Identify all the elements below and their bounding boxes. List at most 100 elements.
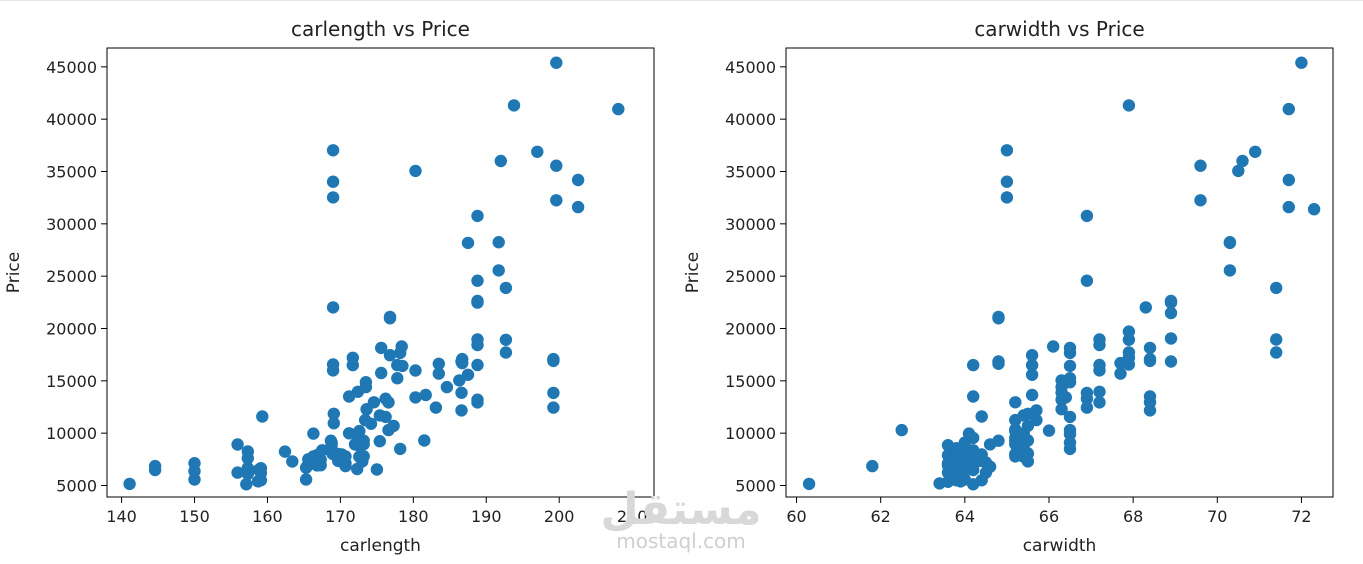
x-tick-label: 64 — [955, 507, 975, 526]
data-point — [1270, 333, 1283, 346]
data-point — [499, 333, 513, 346]
y-tick-label: 15000 — [46, 372, 97, 391]
data-point — [1025, 358, 1039, 372]
data-point — [1143, 354, 1157, 368]
y-tick-label: 45000 — [46, 58, 97, 77]
data-point — [461, 236, 475, 250]
chart-2: carwidth vs Price 60 62 64 66 68 70 72 5000 10000… — [683, 17, 1334, 556]
data-point — [1143, 341, 1157, 355]
data-point — [471, 396, 484, 409]
y-tick-label: 20000 — [46, 319, 97, 338]
x-tick-label: 72 — [1291, 507, 1311, 526]
data-point — [571, 200, 585, 214]
y-tick-label: 5000 — [56, 476, 97, 495]
data-point — [1021, 434, 1035, 447]
data-point — [1164, 355, 1178, 368]
data-point — [364, 417, 378, 430]
data-point — [1000, 191, 1014, 204]
data-point — [1270, 346, 1283, 359]
data-point — [1194, 159, 1207, 172]
data-point — [456, 356, 469, 370]
data-point — [1223, 264, 1237, 277]
x-tick-label: 150 — [179, 507, 210, 526]
data-point — [1270, 281, 1283, 295]
data-point — [471, 358, 484, 372]
data-point — [419, 388, 432, 402]
data-point — [409, 391, 422, 404]
data-point — [307, 427, 320, 440]
x-tick-label: 70 — [1207, 507, 1227, 526]
data-point — [326, 364, 340, 377]
data-point — [1164, 306, 1178, 320]
data-point — [1194, 194, 1207, 207]
data-point — [1025, 368, 1039, 381]
data-point — [241, 445, 254, 458]
data-point — [241, 461, 254, 475]
data-point — [547, 352, 560, 366]
data-point — [1249, 145, 1262, 158]
data-point — [1282, 102, 1296, 116]
data-point — [342, 427, 356, 440]
y-tick-label: 10000 — [725, 424, 776, 443]
data-point — [571, 173, 585, 187]
data-point — [547, 386, 560, 400]
data-point — [967, 390, 980, 403]
data-point — [1030, 413, 1043, 427]
data-point — [547, 401, 560, 414]
data-points — [123, 56, 625, 491]
data-point — [1047, 340, 1060, 353]
data-point — [1000, 175, 1014, 188]
data-point — [367, 396, 381, 409]
top-border — [0, 0, 1363, 1]
y-tick-label: 30000 — [725, 215, 776, 234]
data-point — [550, 56, 563, 69]
data-point — [866, 459, 879, 473]
data-point — [300, 460, 313, 473]
x-axis-label: carlength — [340, 536, 421, 556]
data-point — [394, 442, 407, 456]
data-point — [1063, 372, 1077, 385]
data-point — [1232, 164, 1245, 178]
data-point — [383, 312, 397, 325]
data-point — [346, 358, 359, 372]
data-point — [409, 364, 422, 377]
data-point — [1080, 401, 1094, 414]
data-point — [1063, 410, 1077, 424]
data-point — [1307, 203, 1321, 216]
y-tick-label: 5000 — [735, 476, 776, 495]
data-point — [316, 444, 329, 457]
data-point — [1114, 367, 1127, 380]
data-point — [499, 346, 513, 359]
data-point — [1063, 359, 1077, 373]
data-point — [455, 404, 468, 417]
data-point — [1093, 385, 1106, 398]
x-tick-label: 140 — [106, 507, 137, 526]
x-axis-label: carwidth — [1023, 536, 1097, 556]
data-point — [231, 466, 244, 479]
data-point — [256, 410, 269, 423]
chart-1: carlength vs Price 140 150 160 170 180 190 200 2… — [4, 17, 655, 556]
data-point — [992, 310, 1005, 324]
data-point — [357, 450, 370, 463]
data-point — [967, 358, 980, 372]
data-point — [967, 431, 980, 445]
x-tick-label: 60 — [786, 507, 806, 526]
data-point — [550, 159, 563, 172]
data-point — [1236, 154, 1249, 168]
data-point — [254, 462, 268, 475]
data-point — [1063, 423, 1077, 437]
data-point — [499, 281, 513, 295]
data-point — [471, 274, 484, 287]
data-point — [1055, 403, 1068, 416]
y-tick-label: 25000 — [46, 267, 97, 286]
x-tick-label: 170 — [325, 507, 356, 526]
data-point — [326, 191, 340, 204]
data-point — [1295, 56, 1308, 69]
chart-title: carwidth vs Price — [974, 17, 1144, 41]
data-point — [471, 294, 484, 308]
data-point — [418, 434, 431, 447]
data-point — [1080, 386, 1094, 400]
chart-title: carlength vs Price — [291, 17, 470, 41]
data-point — [240, 478, 253, 491]
